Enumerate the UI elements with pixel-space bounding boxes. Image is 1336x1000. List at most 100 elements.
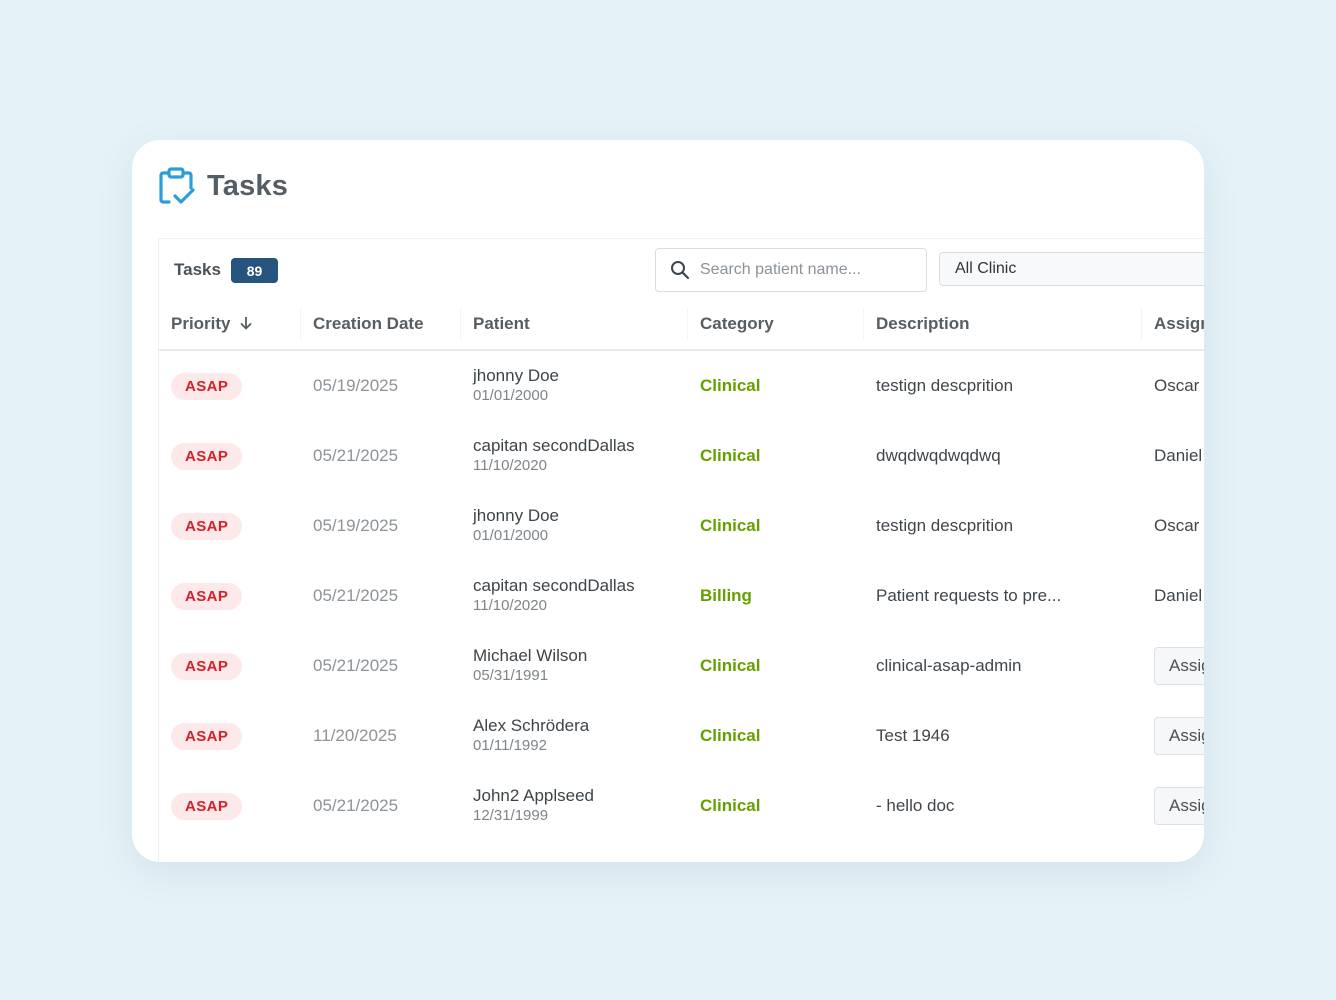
priority-badge: ASAP xyxy=(171,792,243,820)
assign-button[interactable]: Assign xyxy=(1154,787,1204,825)
priority-badge: ASAP xyxy=(171,442,243,470)
priority-badge: ASAP xyxy=(171,512,243,540)
cell-creation-date: 05/21/2025 xyxy=(313,796,399,815)
cell-patient: jhonny Doe 01/01/2000 xyxy=(461,491,688,561)
cell-assigned: Oscar xyxy=(1154,516,1200,535)
table-row[interactable]: ASAP 05/19/2025 jhonny Doe 01/01/2000 Clinic… xyxy=(159,491,1204,561)
cell-creation-date: 11/20/2025 xyxy=(313,726,397,745)
table-row[interactable]: ASAP 11/20/2025 Alex Schrödera 01/11/1992 Cl… xyxy=(159,701,1204,771)
cell-patient: Alex Schrödera 01/11/1992 xyxy=(461,701,688,771)
cell-category: Clinical xyxy=(700,446,761,465)
column-label-description: Description xyxy=(876,314,970,333)
column-header-category[interactable]: Category xyxy=(688,299,864,351)
priority-badge: ASAP xyxy=(171,372,243,400)
cell-description: testign descprition xyxy=(876,516,1014,535)
cell-category: Clinical xyxy=(700,656,761,675)
cell-creation-date: 05/21/2025 xyxy=(313,656,399,675)
cell-creation-date: 05/19/2025 xyxy=(313,376,399,395)
column-header-creation-date[interactable]: Creation Date xyxy=(301,299,461,351)
cell-description: dwqdwqdwqdwq xyxy=(876,446,1001,465)
cell-assigned: Oscar xyxy=(1154,376,1200,395)
cell-assigned: Daniel xyxy=(1154,586,1203,605)
patient-dob: 11/10/2020 xyxy=(473,597,547,614)
patient-name[interactable]: Michael Wilson xyxy=(473,646,588,665)
patient-name[interactable]: jhonny Doe xyxy=(473,506,560,525)
patient-dob: 01/11/1992 xyxy=(473,737,547,754)
cell-priority: ASAP xyxy=(159,701,301,771)
tasks-card: Tasks Tasks 89 All Clinic xyxy=(132,140,1204,862)
patient-dob: 05/31/1991 xyxy=(473,667,549,684)
cell-patient: capitan secondDallas 11/10/2020 xyxy=(461,421,688,491)
tasks-table: Priority Creation Date Patient Category … xyxy=(159,299,1204,841)
search-box[interactable] xyxy=(655,248,927,292)
cell-creation-date: 05/21/2025 xyxy=(313,586,399,605)
page-title: Tasks xyxy=(207,169,289,202)
cell-description: clinical-asap-admin xyxy=(876,656,1022,675)
cell-priority: ASAP xyxy=(159,631,301,701)
patient-name[interactable]: Alex Schrödera xyxy=(473,716,590,735)
cell-category: Clinical xyxy=(700,376,761,395)
card-header: Tasks xyxy=(156,164,288,208)
cell-description: testign descprition xyxy=(876,376,1014,395)
tasks-panel: Tasks 89 All Clinic Priority xyxy=(158,238,1204,862)
patient-dob: 01/01/2000 xyxy=(473,387,549,404)
cell-priority: ASAP xyxy=(159,771,301,841)
cell-assigned: Assign xyxy=(1142,701,1204,771)
assign-button[interactable]: Assign xyxy=(1154,717,1204,755)
column-label-creation-date: Creation Date xyxy=(313,314,424,333)
priority-badge: ASAP xyxy=(171,652,243,680)
patient-dob: 11/10/2020 xyxy=(473,457,547,474)
priority-badge: ASAP xyxy=(171,582,243,610)
column-label-assigned: Assign xyxy=(1154,314,1204,333)
column-header-patient[interactable]: Patient xyxy=(461,299,688,351)
arrow-down-icon xyxy=(240,317,252,330)
table-row[interactable]: ASAP 05/19/2025 jhonny Doe 01/01/2000 Clinic… xyxy=(159,350,1204,421)
toolbar: Tasks 89 All Clinic xyxy=(159,239,1204,300)
column-label-priority: Priority xyxy=(171,314,231,333)
cell-priority: ASAP xyxy=(159,491,301,561)
column-label-category: Category xyxy=(700,314,774,333)
patient-name[interactable]: John2 Applseed xyxy=(473,786,594,805)
clipboard-check-icon xyxy=(159,167,195,204)
table-row[interactable]: ASAP 05/21/2025 John2 Applseed 12/31/1999 Cl… xyxy=(159,771,1204,841)
patient-name[interactable]: jhonny Doe xyxy=(473,366,560,385)
priority-badge: ASAP xyxy=(171,722,243,750)
cell-patient: John2 Applseed 12/31/1999 xyxy=(461,771,688,841)
cell-assigned: Daniel xyxy=(1154,446,1203,465)
cell-priority: ASAP xyxy=(159,421,301,491)
search-icon xyxy=(671,261,690,280)
cell-category: Clinical xyxy=(700,516,761,535)
column-header-assigned[interactable]: Assign xyxy=(1142,299,1204,351)
cell-category: Clinical xyxy=(700,796,761,815)
cell-priority: ASAP xyxy=(159,350,301,421)
column-header-description[interactable]: Description xyxy=(864,299,1142,351)
search-input[interactable] xyxy=(700,261,926,279)
cell-description: Patient requests to pre... xyxy=(876,586,1062,605)
cell-category: Billing xyxy=(700,586,752,605)
cell-description: Test 1946 xyxy=(876,726,950,745)
column-header-priority[interactable]: Priority xyxy=(159,299,301,351)
clinic-filter-select[interactable]: All Clinic xyxy=(939,252,1204,286)
cell-creation-date: 05/21/2025 xyxy=(313,446,399,465)
table-row[interactable]: ASAP 05/21/2025 Michael Wilson 05/31/1991 Cl… xyxy=(159,631,1204,701)
patient-name[interactable]: capitan secondDallas xyxy=(473,436,635,455)
assign-button[interactable]: Assign xyxy=(1154,647,1204,685)
patient-dob: 12/31/1999 xyxy=(473,807,549,824)
cell-assigned: Assign xyxy=(1142,771,1204,841)
cell-patient: capitan secondDallas 11/10/2020 xyxy=(461,561,688,631)
tasks-count-badge: 89 xyxy=(231,258,278,283)
column-label-patient: Patient xyxy=(473,314,530,333)
patient-name[interactable]: capitan secondDallas xyxy=(473,576,635,595)
table-row[interactable]: ASAP 05/21/2025 capitan secondDallas 11/10/… xyxy=(159,561,1204,631)
cell-assigned: Assign xyxy=(1142,631,1204,701)
cell-category: Clinical xyxy=(700,726,761,745)
cell-patient: jhonny Doe 01/01/2000 xyxy=(461,350,688,421)
cell-priority: ASAP xyxy=(159,561,301,631)
table-header-row: Priority Creation Date Patient Category … xyxy=(159,299,1204,351)
cell-patient: Michael Wilson 05/31/1991 xyxy=(461,631,688,701)
cell-description: - hello doc xyxy=(876,796,955,815)
patient-dob: 01/01/2000 xyxy=(473,527,549,544)
table-row[interactable]: ASAP 05/21/2025 capitan secondDallas 11/10/… xyxy=(159,421,1204,491)
tasks-label: Tasks xyxy=(174,260,221,279)
cell-creation-date: 05/19/2025 xyxy=(313,516,399,535)
